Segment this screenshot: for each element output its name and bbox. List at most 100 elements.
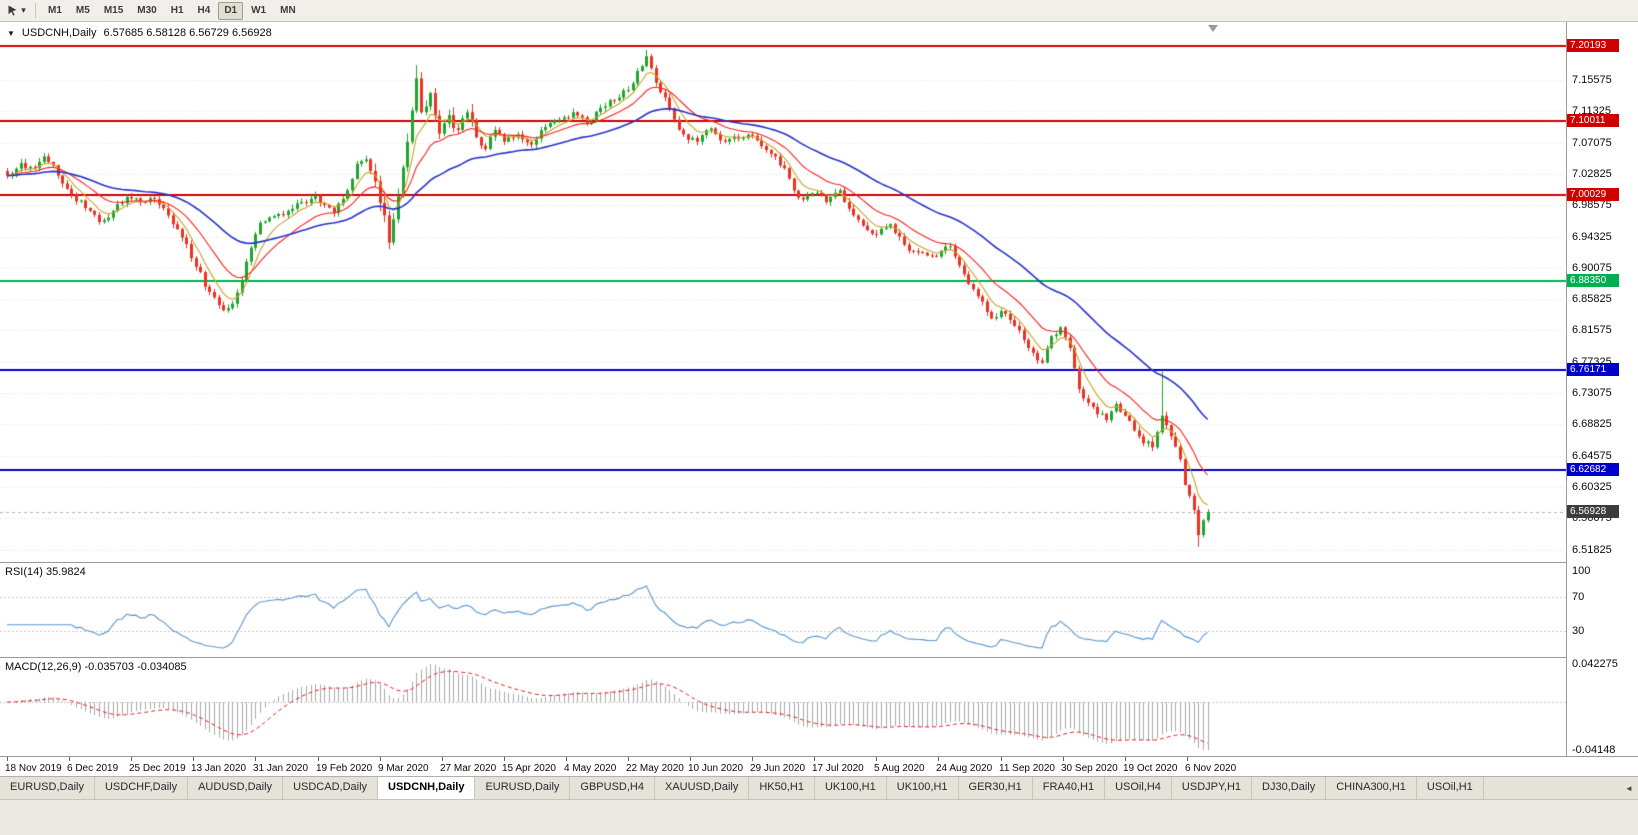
date-axis-label: 6 Nov 2020 xyxy=(1185,763,1237,774)
date-tick xyxy=(193,757,194,761)
price-level-tag[interactable]: 7.20193 xyxy=(1567,38,1619,52)
chart-tab-usdcnh-daily[interactable]: USDCNH,Daily xyxy=(378,777,476,799)
date-tick xyxy=(566,757,567,761)
chart-symbol-label: USDCNH,Daily xyxy=(21,27,97,39)
timeframe-button-m30[interactable]: M30 xyxy=(131,2,162,20)
toolbar-dropdown-button[interactable]: ▾ xyxy=(18,2,29,20)
date-axis-label: 31 Jan 2020 xyxy=(253,763,309,774)
price-axis-label: 7.15575 xyxy=(1572,74,1612,86)
chart-tab-hk50-h1[interactable]: HK50,H1 xyxy=(749,777,815,799)
date-tick xyxy=(380,757,381,761)
date-axis-label: 19 Feb 2020 xyxy=(316,763,373,774)
rsi-indicator-label: RSI(14) 35.9824 xyxy=(5,566,86,578)
panel-separator[interactable] xyxy=(0,657,1638,658)
rsi-axis-label: 100 xyxy=(1572,565,1591,577)
date-axis-label: 25 Dec 2019 xyxy=(129,763,186,774)
cursor-arrow-icon xyxy=(8,5,16,16)
chart-tab-gbpusd-h4[interactable]: GBPUSD,H4 xyxy=(570,777,655,799)
date-axis-label: 11 Sep 2020 xyxy=(999,763,1055,774)
date-tick xyxy=(318,757,319,761)
status-bar xyxy=(0,799,1638,835)
chart-tab-uk100-h1[interactable]: UK100,H1 xyxy=(887,777,959,799)
tabs-scroll-left-button[interactable]: ◄ xyxy=(1620,777,1638,799)
chart-region: ▼ USDCNH,Daily 6.57685 6.58128 6.56729 6… xyxy=(0,22,1638,776)
chart-tab-usdcad-daily[interactable]: USDCAD,Daily xyxy=(283,777,379,799)
chart-tab-ger30-h1[interactable]: GER30,H1 xyxy=(959,777,1033,799)
date-axis-label: 9 Mar 2020 xyxy=(378,763,429,774)
chart-tab-usdchf-daily[interactable]: USDCHF,Daily xyxy=(95,777,189,799)
date-axis-label: 15 Apr 2020 xyxy=(502,763,556,774)
price-axis-label: 6.85825 xyxy=(1572,293,1612,306)
macd-indicator-canvas[interactable] xyxy=(0,658,1566,756)
macd-indicator-label: MACD(12,26,9) -0.035703 -0.034085 xyxy=(5,661,187,673)
chart-tab-usoil-h4[interactable]: USOil,H4 xyxy=(1105,777,1172,799)
dropdown-caret-icon: ▾ xyxy=(21,5,26,15)
date-axis-label: 18 Nov 2019 xyxy=(5,763,62,774)
date-tick xyxy=(1187,757,1188,761)
chart-tab-eurusd-daily[interactable]: EURUSD,Daily xyxy=(0,777,95,799)
date-axis[interactable]: 18 Nov 2019 6 Dec 2019 25 Dec 2019 13 Jan 2… xyxy=(0,756,1638,776)
price-level-tag[interactable]: 7.00029 xyxy=(1567,187,1619,201)
price-axis-label: 6.60325 xyxy=(1572,480,1612,493)
price-level-tag[interactable]: 7.10011 xyxy=(1567,113,1619,127)
price-level-tag[interactable]: 6.88350 xyxy=(1567,273,1619,287)
date-tick xyxy=(7,757,8,761)
timeframe-buttons-group: M1 M5 M15 M30 H1 H4 D1 W1 MN xyxy=(42,1,302,20)
toolbar-separator xyxy=(35,3,36,18)
rsi-axis-label: 70 xyxy=(1572,590,1585,603)
chart-dropdown-icon[interactable]: ▼ xyxy=(7,28,15,38)
chart-tabs-bar: EURUSD,Daily USDCHF,Daily AUDUSD,Daily USDC… xyxy=(0,776,1638,799)
chart-tab-dj30-daily[interactable]: DJ30,Daily xyxy=(1252,777,1327,799)
date-axis-label: 30 Sep 2020 xyxy=(1061,763,1118,774)
timeframe-button-m5[interactable]: M5 xyxy=(70,2,96,20)
date-axis-label: 27 Mar 2020 xyxy=(440,763,497,774)
price-axis-label: 7.07075 xyxy=(1572,136,1612,149)
timeframe-button-mn[interactable]: MN xyxy=(274,2,302,20)
price-level-tag[interactable]: 6.62682 xyxy=(1567,462,1619,476)
chart-tab-usoil-h1[interactable]: USOil,H1 xyxy=(1417,777,1484,799)
chart-cursor-button[interactable] xyxy=(3,2,21,20)
timeframe-button-m15[interactable]: M15 xyxy=(98,2,129,20)
date-axis-label: 13 Jan 2020 xyxy=(191,763,247,774)
timeframe-button-h1[interactable]: H1 xyxy=(165,2,190,20)
date-tick xyxy=(1125,757,1126,761)
timeframe-button-h4[interactable]: H4 xyxy=(192,2,217,20)
chart-tab-usdjpy-h1[interactable]: USDJPY,H1 xyxy=(1172,777,1253,799)
price-axis-label: 6.94325 xyxy=(1572,230,1612,243)
date-axis-label: 19 Oct 2020 xyxy=(1123,763,1178,774)
chart-tab-china300-h1[interactable]: CHINA300,H1 xyxy=(1326,777,1417,799)
date-axis-label: 29 Jun 2020 xyxy=(750,763,806,774)
date-tick xyxy=(938,757,939,761)
date-axis-label: 4 May 2020 xyxy=(564,763,617,774)
rsi-axis-label: 30 xyxy=(1572,624,1585,637)
rsi-indicator-canvas[interactable] xyxy=(0,563,1566,657)
main-price-chart-canvas[interactable] xyxy=(0,22,1566,562)
price-level-tag[interactable]: 6.76171 xyxy=(1567,363,1619,377)
chart-tab-xauusd-daily[interactable]: XAUUSD,Daily xyxy=(655,777,750,799)
price-axis-label: 6.64575 xyxy=(1572,449,1612,462)
date-tick xyxy=(255,757,256,761)
date-tick xyxy=(69,757,70,761)
current-price-tag: 6.56928 xyxy=(1567,505,1619,518)
date-axis-label: 17 Jul 2020 xyxy=(812,763,864,774)
timeframe-button-d1[interactable]: D1 xyxy=(218,1,244,20)
chart-shift-marker[interactable] xyxy=(1208,25,1218,32)
date-tick xyxy=(752,757,753,761)
panel-separator[interactable] xyxy=(0,562,1638,563)
chart-title: ▼ USDCNH,Daily 6.57685 6.58128 6.56729 6… xyxy=(7,27,272,39)
price-axis[interactable]: 7.15575 7.11325 7.07075 7.02825 6.98575 6.943… xyxy=(1567,22,1638,756)
timeframe-button-w1[interactable]: W1 xyxy=(245,2,272,20)
chart-tab-eurusd-daily[interactable]: EURUSD,Daily xyxy=(475,777,571,799)
date-tick xyxy=(690,757,691,761)
timeframes-toolbar: ▾ M1 M5 M15 M30 H1 H4 D1 W1 MN xyxy=(0,0,1638,22)
date-tick xyxy=(442,757,443,761)
price-axis-label: 6.73075 xyxy=(1572,387,1612,400)
chart-tab-fra40-h1[interactable]: FRA40,H1 xyxy=(1033,777,1106,799)
chart-tab-uk100-h1[interactable]: UK100,H1 xyxy=(815,777,887,799)
macd-axis-label: 0.042275 xyxy=(1572,658,1618,670)
chart-tab-audusd-daily[interactable]: AUDUSD,Daily xyxy=(188,777,284,799)
timeframe-button-m1[interactable]: M1 xyxy=(42,2,68,20)
price-axis-label: 6.90075 xyxy=(1572,261,1612,274)
date-tick xyxy=(814,757,815,761)
